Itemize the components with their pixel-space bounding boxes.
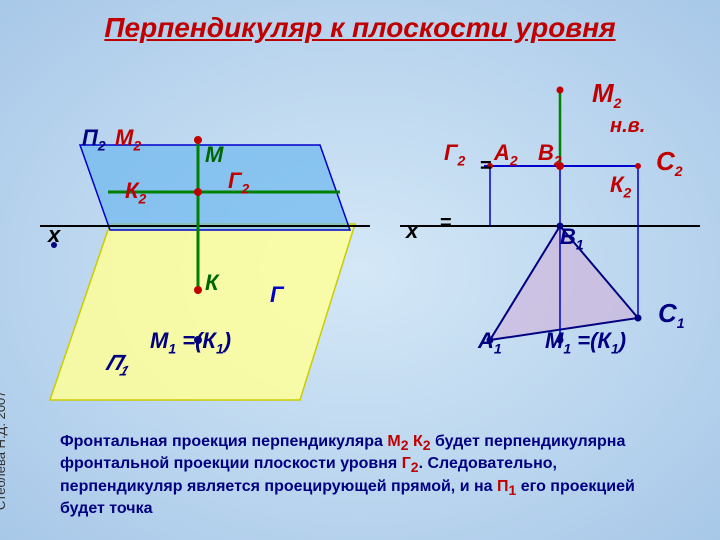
label-M2-left: М2 — [115, 125, 141, 153]
label-G2-left: Г2 — [228, 168, 249, 196]
label-M2-right: М2 — [592, 78, 621, 111]
side-credit: Стеблева Н.Д. 2007 — [0, 390, 8, 510]
label-K2-right: К2 — [610, 172, 631, 200]
label-P2: П2 — [82, 125, 106, 153]
ident-right: = — [440, 212, 452, 235]
label-G-left: Г — [270, 282, 284, 308]
label-nv: н.в. — [610, 115, 645, 138]
footer-text: Фронтальная проекция перпендикуляра М2 К… — [60, 432, 700, 520]
label-B1: В1 — [560, 224, 584, 252]
label-B2: В2 — [538, 140, 562, 168]
diagram-area: П2 М2 М К2 Г2 x К Г П1 М1 =(К1) М2 н.в. … — [0, 60, 720, 440]
label-A1: А1 — [478, 328, 502, 356]
label-K-left: К — [205, 270, 219, 296]
label-A2: А2 — [494, 140, 518, 168]
label-M1K1-right: М1 =(К1) — [545, 328, 626, 356]
label-K2-left: К2 — [125, 178, 146, 206]
label-C2: С2 — [656, 146, 683, 179]
label-C1: С1 — [658, 298, 685, 331]
label-G2-right: Г2 — [444, 140, 465, 168]
page-title: Перпендикуляр к плоскости уровня — [0, 0, 720, 44]
label-x-left: x — [48, 222, 60, 248]
label-M-left: М — [205, 142, 223, 168]
ident-left: = — [480, 155, 492, 178]
label-M1K1-left: М1 =(К1) — [150, 328, 231, 356]
label-x-right: x — [406, 218, 418, 244]
